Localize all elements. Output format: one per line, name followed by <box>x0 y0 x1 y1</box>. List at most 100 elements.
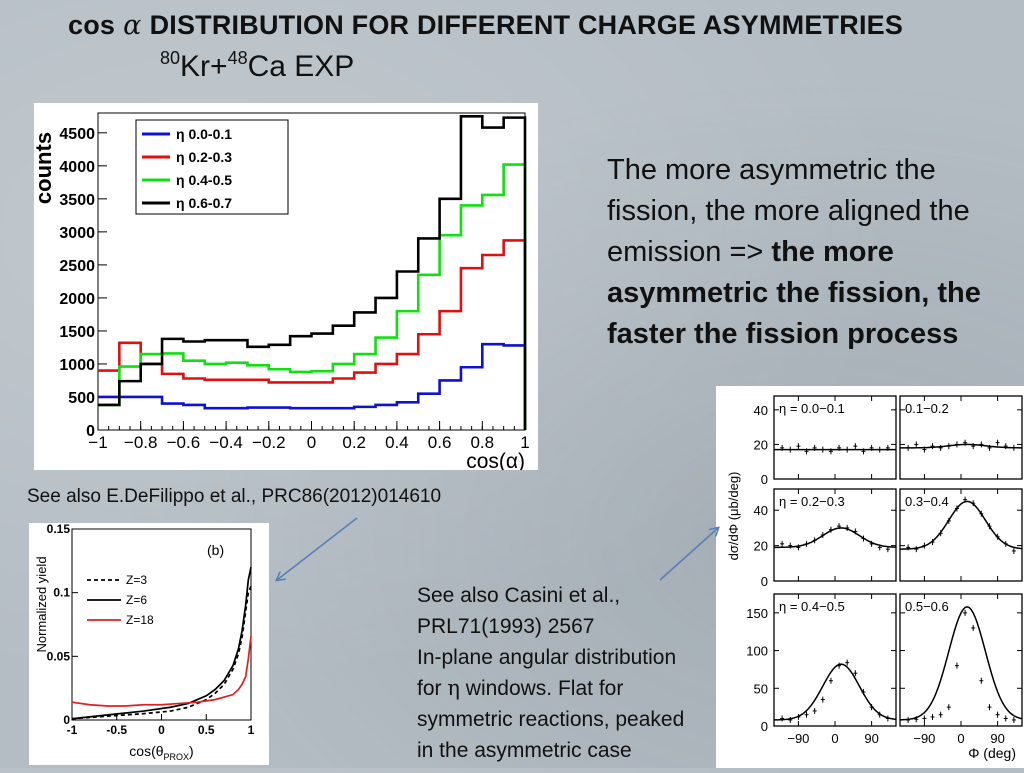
x-tick-label: −90 <box>913 731 935 746</box>
reference-casini: See also Casini et al., PRL71(1993) 2567… <box>417 580 684 766</box>
explanation-note: The more asymmetric the fission, the mor… <box>607 150 1017 355</box>
y-tick-label: 2000 <box>59 291 95 308</box>
title-rest: DISTRIBUTION FOR DIFFERENT CHARGE ASYMME… <box>149 10 904 40</box>
angular-distribution-chart: dσ/dΦ (μb/deg) 0 20 40 η = 0.0−0.1 0.1−0.2 0 20… <box>726 395 1023 761</box>
sub-mass-ca: 48 <box>227 48 248 68</box>
normalized-yield-chart: -1 -0.5 0 0.5 1 0 0.05 0.1 0.15 Normalized yield c… <box>34 522 255 762</box>
x-tick-label: −0.4 <box>209 433 243 452</box>
x-tick-label: 1 <box>248 723 255 737</box>
ref2-line6: in the asymmetric case <box>417 739 632 762</box>
x-tick-label: -1 <box>67 723 78 737</box>
fit-curve <box>899 500 1023 550</box>
arrow-to-angular-chart <box>659 528 718 581</box>
sub-ca: Ca EXP <box>247 50 355 83</box>
panel-label: (b) <box>207 542 224 558</box>
legend-box <box>135 119 289 215</box>
subplot-label: 0.1−0.2 <box>905 401 949 416</box>
y-tick-label: 20 <box>754 539 768 554</box>
y-tick-label: 0 <box>86 423 95 440</box>
x-tick-label: 0.6 <box>428 433 452 452</box>
x-tick-label: 90 <box>864 731 878 746</box>
subplot-label: η = 0.0−0.1 <box>779 401 845 416</box>
subplot-label: 0.3−0.4 <box>905 494 949 509</box>
y-tick-label: 0.1 <box>53 586 70 600</box>
x-tick-label: 0 <box>307 433 316 452</box>
sub-mass-kr: 80 <box>160 48 181 68</box>
title-greek-alpha: α <box>123 10 142 41</box>
ref2-line3: In-plane angular distribution <box>417 646 677 669</box>
y-tick-label: 50 <box>754 681 768 696</box>
y-tick-label: 0.15 <box>47 523 71 536</box>
note-bold: the more asymmetric the fission, the fas… <box>607 236 981 350</box>
y-tick-label: 500 <box>68 390 95 407</box>
y-axis-label: dσ/dΦ (μb/deg) <box>726 472 741 561</box>
cos-alpha-histogram: −1 −0.8 −0.6 −0.4 −0.2 0 0.2 0.4 0.6 0.8 1 0 500 1000… <box>31 112 530 473</box>
yield-series <box>71 585 252 720</box>
histogram-panel: −1 −0.8 −0.6 −0.4 −0.2 0 0.2 0.4 0.6 0.8 1 0 500 1000… <box>31 103 538 473</box>
subplot-label: η = 0.2−0.3 <box>779 494 845 509</box>
x-tick-label: 0.4 <box>385 433 409 452</box>
y-tick-label: 0 <box>761 719 768 734</box>
histogram-series <box>98 342 527 430</box>
x-axis-label: Φ (deg) <box>968 745 1016 761</box>
sub-kr: Kr+ <box>180 50 228 83</box>
y-tick-label: 1000 <box>59 357 95 374</box>
reference-defilippo: See also E.DeFilippo et al., PRC86(2012)… <box>27 486 442 507</box>
y-tick-label: 1500 <box>59 324 95 341</box>
yield-panel: -1 -0.5 0 0.5 1 0 0.05 0.1 0.15 Normalized yield c… <box>29 522 269 765</box>
x-axis-label: cos(θPROX) <box>129 743 193 762</box>
x-tick-label: 0.2 <box>342 433 366 452</box>
y-tick-label: 4500 <box>59 126 95 143</box>
angular-distribution-panel: dσ/dΦ (μb/deg) 0 20 40 η = 0.0−0.1 0.1−0.2 0 20… <box>716 386 1024 768</box>
x-tick-label: 0.8 <box>470 433 494 452</box>
x-tick-label: 0 <box>957 731 964 746</box>
y-tick-label: 40 <box>754 403 768 418</box>
slide-title: cos α DISTRIBUTION FOR DIFFERENT CHARGE AS… <box>68 10 903 41</box>
x-axis-label: cos(α) <box>466 450 525 470</box>
yield-series <box>71 567 252 720</box>
legend-label: η 0.0-0.1 <box>176 126 232 142</box>
histogram-series <box>98 115 527 430</box>
y-tick-label: 0 <box>761 472 768 487</box>
subplot-label: 0.5−0.6 <box>905 599 949 614</box>
legend-label: η 0.4-0.5 <box>176 172 232 188</box>
y-tick-label: 2500 <box>59 258 95 275</box>
y-axis-label: Normalized yield <box>34 556 49 652</box>
y-tick-label: 4000 <box>59 159 95 176</box>
fit-curve <box>899 443 1023 449</box>
ref2-line4b: windows. Flat for <box>459 677 624 700</box>
fit-curve <box>773 663 897 721</box>
title-prefix: cos <box>68 10 116 40</box>
y-tick-label: 100 <box>746 644 768 659</box>
legend-label: η 0.6-0.7 <box>176 195 232 211</box>
x-tick-label: −1 <box>88 433 107 452</box>
ref2-line4: for η windows. Flat for <box>417 673 684 704</box>
y-tick-label: 0 <box>761 574 768 589</box>
x-tick-label: −90 <box>787 731 809 746</box>
y-tick-label: 150 <box>746 606 768 621</box>
ref2-greek-eta: η <box>447 676 460 700</box>
yield-series <box>71 635 252 707</box>
y-tick-label: 3500 <box>59 192 95 209</box>
fit-curve <box>773 527 897 549</box>
histogram-series <box>98 239 527 430</box>
legend-label: Z=18 <box>126 613 154 627</box>
y-tick-label: 20 <box>754 437 768 452</box>
arrow-to-yield-chart <box>277 517 358 580</box>
y-tick-label: 0.05 <box>47 649 71 663</box>
ref2-line1: See also Casini et al., <box>417 584 621 607</box>
ref2-line4a: for <box>417 677 448 700</box>
x-tick-label: 1 <box>520 433 529 452</box>
y-axis-label: counts <box>34 132 56 204</box>
fit-curve <box>899 606 1023 721</box>
x-tick-label: 0 <box>831 731 838 746</box>
y-tick-label: 0 <box>63 713 70 727</box>
histogram-series <box>98 163 527 430</box>
ref2-line2: PRL71(1993) 2567 <box>417 615 595 638</box>
x-tick-label: −0.8 <box>124 433 158 452</box>
y-tick-label: 40 <box>754 503 768 518</box>
subplot-label: η = 0.4−0.5 <box>779 599 845 614</box>
legend-label: Z=6 <box>126 593 147 607</box>
note-plain: The more asymmetric the fission, the mor… <box>607 154 970 268</box>
x-tick-label: 90 <box>990 731 1004 746</box>
